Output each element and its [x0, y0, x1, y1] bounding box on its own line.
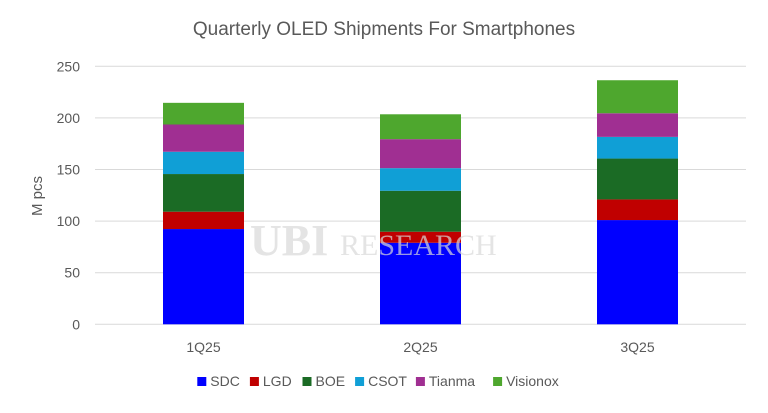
bar-segment-boe-1q25 [163, 174, 244, 212]
bar-segment-boe-3q25 [597, 158, 678, 200]
legend: SDC LGD BOE CSOT Tianma Visionox [197, 373, 559, 389]
bar-segment-sdc-2q25 [380, 242, 461, 325]
y-tick-label: 150 [57, 162, 81, 178]
y-tick-label: 250 [57, 58, 81, 74]
svg-text:UBI: UBI [250, 216, 328, 265]
bar-segment-visionox-3q25 [597, 80, 678, 114]
bar-segment-tianma-2q25 [380, 139, 461, 169]
svg-text:RESEARCH: RESEARCH [340, 229, 497, 262]
bar-segment-sdc-1q25 [163, 229, 244, 325]
bar-segment-sdc-3q25 [597, 220, 678, 325]
y-tick-label: 0 [72, 316, 80, 332]
x-tick-label: 2Q25 [403, 339, 437, 355]
legend-swatch-lgd [249, 377, 259, 386]
bars [163, 80, 678, 325]
legend-swatch-visionox [493, 377, 503, 386]
x-axis-ticks: 1Q25 2Q25 3Q25 [186, 339, 654, 355]
legend-label-sdc: SDC [210, 373, 240, 389]
x-tick-label: 3Q25 [620, 339, 654, 355]
legend-label-visionox: Visionox [506, 373, 559, 389]
y-tick-label: 200 [57, 110, 81, 126]
bar-segment-csot-3q25 [597, 136, 678, 159]
bar-segment-visionox-2q25 [380, 114, 461, 140]
bar-segment-csot-2q25 [380, 168, 461, 191]
y-tick-label: 100 [57, 213, 81, 229]
bar-segment-boe-2q25 [380, 190, 461, 232]
chart-title: Quarterly OLED Shipments For Smartphones [193, 19, 575, 40]
legend-label-csot: CSOT [368, 373, 407, 389]
bar-segment-lgd-3q25 [597, 199, 678, 221]
legend-swatch-sdc [197, 377, 207, 386]
watermark: UBI RESEARCH [250, 216, 497, 265]
bar-segment-visionox-1q25 [163, 102, 244, 125]
bar-segment-csot-1q25 [163, 151, 244, 175]
y-tick-label: 50 [64, 265, 80, 281]
legend-label-boe: BOE [316, 373, 346, 389]
x-tick-label: 1Q25 [186, 339, 220, 355]
bar-segment-tianma-3q25 [597, 113, 678, 137]
legend-swatch-csot [355, 377, 365, 386]
y-axis-ticks: 0 50 100 150 200 250 [57, 58, 81, 332]
bar-segment-lgd-1q25 [163, 211, 244, 230]
legend-label-lgd: LGD [263, 373, 292, 389]
bar-segment-lgd-2q25 [380, 231, 461, 243]
legend-label-tianma: Tianma [429, 373, 475, 389]
bar-segment-tianma-1q25 [163, 124, 244, 152]
legend-swatch-tianma [415, 377, 425, 386]
legend-swatch-boe [302, 377, 312, 386]
y-axis-label: M pcs [29, 176, 46, 216]
